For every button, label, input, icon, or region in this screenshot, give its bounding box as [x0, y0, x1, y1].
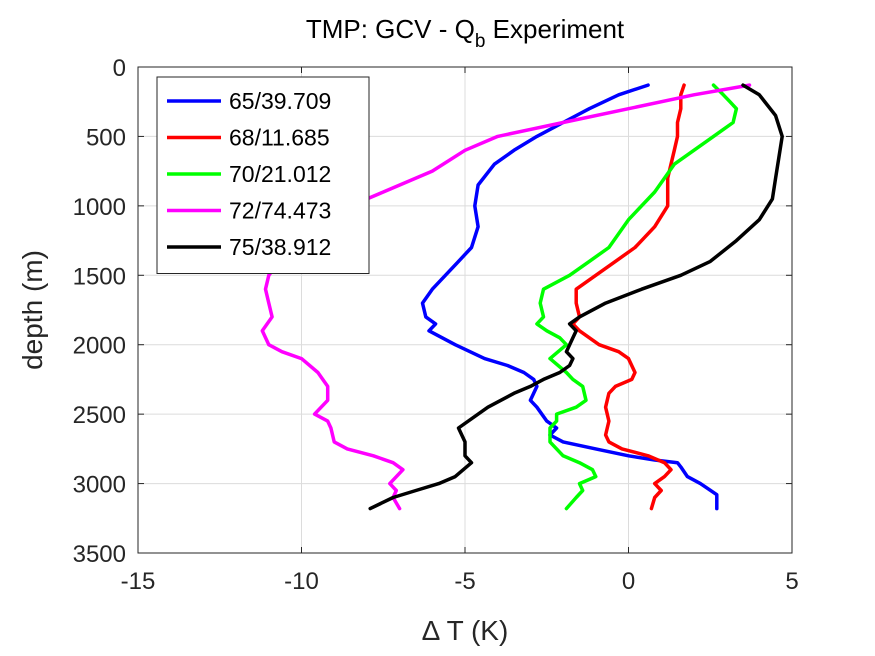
y-tick-label: 2500	[73, 402, 126, 429]
x-tick-label: 0	[622, 568, 635, 595]
series-line-72-74-473	[260, 83, 752, 511]
legend-label: 72/74.473	[229, 198, 331, 224]
x-axis-label: Δ T (K)	[422, 615, 509, 646]
x-tick-label: -5	[454, 568, 475, 595]
chart-title-main: TMP: GCV - Q	[306, 14, 475, 44]
legend-label: 65/39.709	[229, 88, 331, 114]
x-tick-label: -15	[121, 568, 156, 595]
series-line-68-11-685	[571, 83, 686, 511]
series-line-75-38-912	[368, 83, 784, 511]
series-lines	[260, 83, 784, 511]
y-tick-label: 500	[86, 124, 126, 151]
chart-title-suffix: Experiment	[485, 14, 624, 44]
chart-title: TMP: GCV - Qb Experiment	[306, 14, 625, 52]
y-axis-label: depth (m)	[17, 250, 48, 370]
axis-ticks: -15 -10 -5 0 5 0 500 1000 1500 2000 2500 3000 3500	[73, 55, 799, 595]
legend-label: 70/21.012	[229, 161, 331, 187]
x-tick-label: -10	[284, 568, 319, 595]
legend-label: 75/38.912	[229, 234, 331, 260]
y-tick-label: 3500	[73, 541, 126, 568]
y-tick-label: 0	[113, 55, 126, 82]
legend-label: 68/11.685	[229, 125, 330, 151]
series-line-65-39-709	[420, 83, 719, 511]
y-tick-label: 2000	[73, 333, 126, 360]
y-tick-label: 1500	[73, 263, 126, 290]
x-tick-label: 5	[785, 568, 798, 595]
series-line-70-21-012	[535, 83, 739, 511]
y-tick-label: 3000	[73, 472, 126, 499]
legend: 65/39.709 68/11.685 70/21.012 72/74.473 75/3…	[156, 76, 370, 274]
y-tick-label: 1000	[73, 194, 126, 221]
chart-title-subscript: b	[475, 31, 486, 52]
